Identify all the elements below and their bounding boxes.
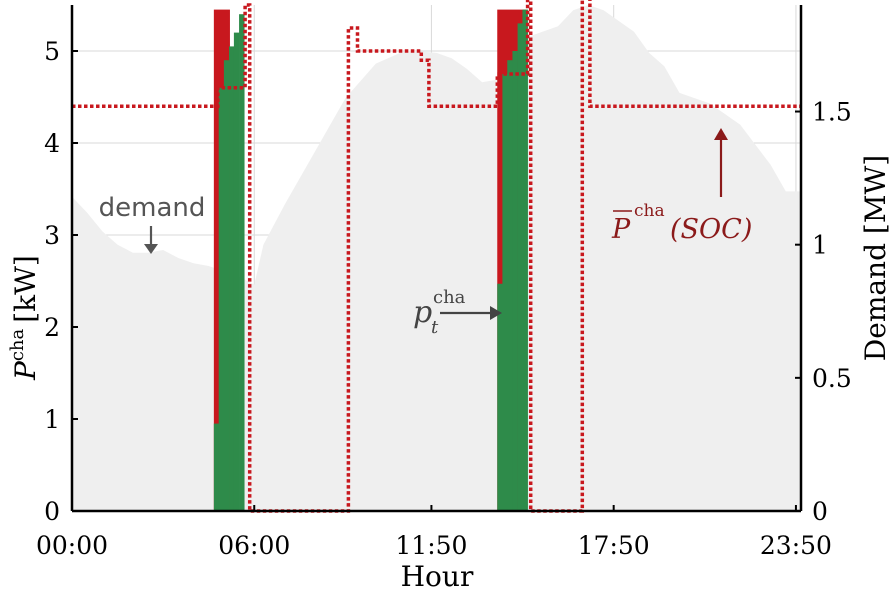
- charging-bar-4: [233, 32, 240, 511]
- axes: [70, 5, 803, 513]
- x-tick-label-4: 23:50: [760, 531, 832, 560]
- charging-bar-1: [218, 87, 225, 512]
- demand-area-layer: [72, 5, 801, 511]
- charging-bar-2: [223, 60, 230, 511]
- charging-annotation-sub: t: [431, 317, 439, 338]
- charging-bar-0: [213, 423, 220, 511]
- y-left-tick-label-0: 0: [44, 497, 60, 526]
- y-left-tick-label-4: 4: [44, 129, 60, 158]
- tick-labels: 00:00 06:00 11:50 17:50 23:50 0 1 2 3 4 5 0 0.5 1 1.5: [36, 37, 852, 560]
- y-left-tick-label-3: 3: [44, 221, 60, 250]
- charging-bar-5: [239, 14, 245, 511]
- charging-bar-9: [512, 51, 518, 511]
- demand-annotation-label: demand: [99, 193, 206, 223]
- charging-annotation-arrow: [440, 306, 502, 320]
- charging-bar-8: [507, 60, 513, 511]
- limit-annotation: P cha (SOC): [611, 201, 752, 245]
- charging-bar-7: [502, 74, 508, 511]
- charging-annotation-sup: cha: [433, 287, 466, 308]
- x-tick-label-1: 06:00: [218, 531, 290, 560]
- x-tick-label-0: 00:00: [36, 531, 108, 560]
- charging-bars-layer: [213, 9, 528, 512]
- y-axis-left-label: Pcha [kW]: [7, 255, 42, 381]
- y-axis-right-label: Demand [MW]: [859, 155, 892, 361]
- charging-annotation-base: p: [413, 295, 432, 330]
- x-tick-label-2: 11:50: [395, 531, 467, 560]
- charging-bar-3: [229, 46, 235, 512]
- y-left-label-unit: [kW]: [9, 255, 42, 323]
- y-left-label-base: P: [9, 360, 42, 381]
- y-right-tick-label-3: 1.5: [812, 98, 852, 127]
- y-right-tick-label-2: 1: [812, 231, 828, 260]
- x-tick-label-3: 17:50: [578, 531, 650, 560]
- y-right-tick-label-0: 0: [812, 497, 828, 526]
- charging-bar-11: [522, 9, 528, 511]
- limit-annotation-arg: (SOC): [670, 214, 752, 245]
- y-right-tick-label-1: 0.5: [812, 364, 852, 393]
- x-axis-label: Hour: [401, 560, 474, 593]
- demand-annotation-arrow: [144, 226, 158, 254]
- limit-annotation-arrow: [714, 128, 728, 197]
- y-left-tick-label-5: 5: [44, 37, 60, 66]
- limit-annotation-base: P: [611, 214, 631, 245]
- demand-area: [72, 5, 801, 511]
- y-left-tick-label-2: 2: [44, 313, 60, 342]
- charging-annotation: p cha t: [413, 287, 466, 338]
- y-left-tick-label-1: 1: [44, 405, 60, 434]
- charging-bar-10: [517, 23, 524, 512]
- charging-bar-6: [497, 283, 503, 511]
- y-left-label-sup: cha: [7, 328, 28, 361]
- svg-text:Pcha[kW]: Pcha [kW]: [7, 255, 42, 381]
- limit-annotation-sup: cha: [634, 201, 665, 221]
